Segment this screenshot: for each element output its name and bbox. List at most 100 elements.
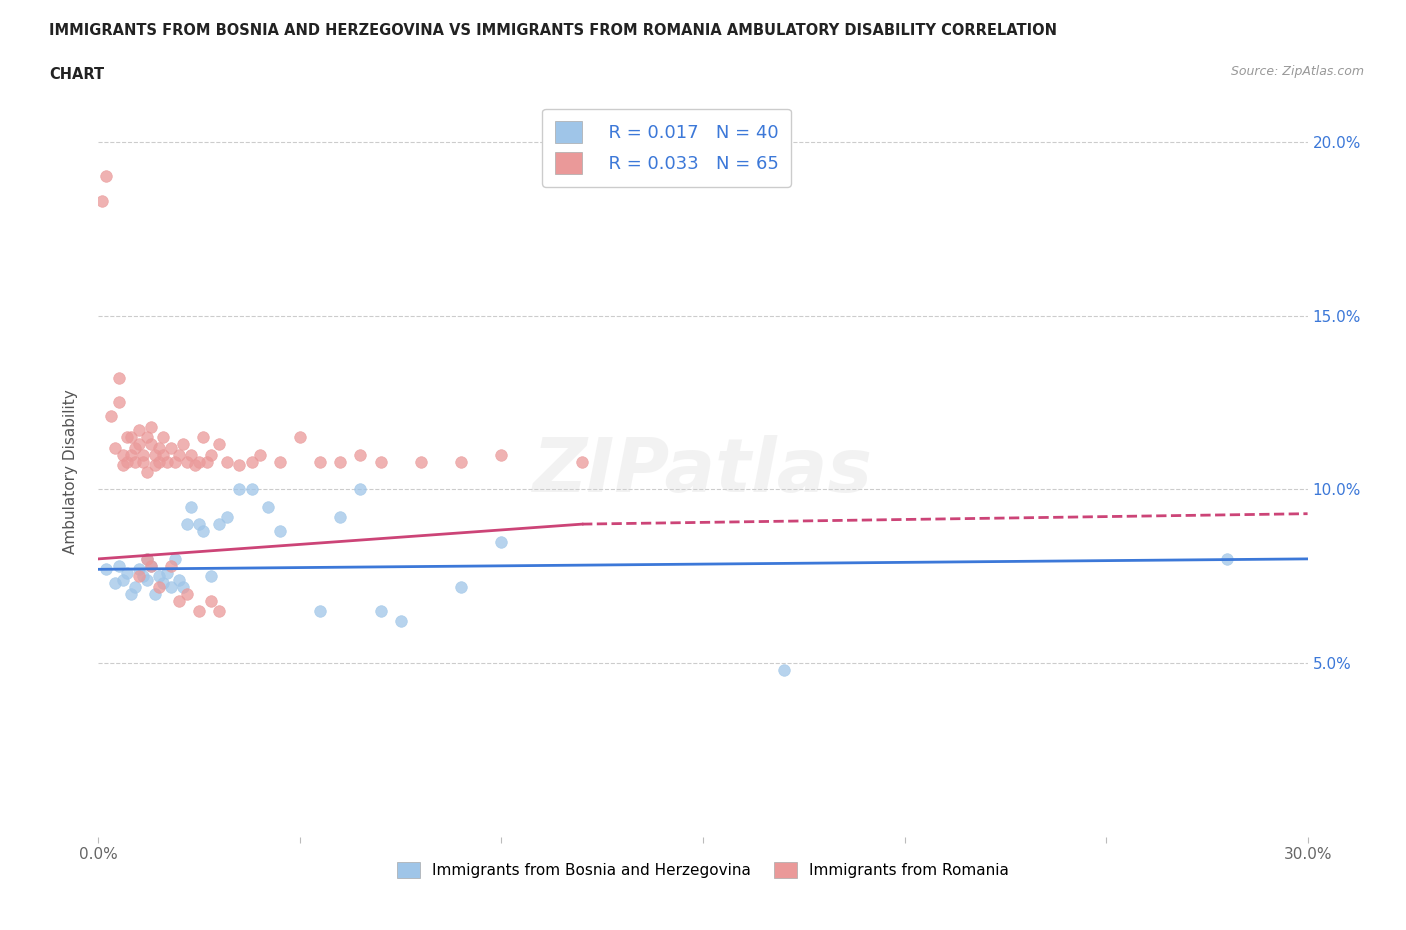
Point: [200, 447, 222, 462]
Point: [139, 558, 162, 573]
Point: [135, 465, 157, 480]
Point: [128, 437, 150, 452]
Point: [249, 447, 271, 462]
Point: [120, 447, 142, 462]
Point: [156, 454, 179, 469]
Point: [176, 586, 198, 601]
Point: [107, 558, 129, 573]
Point: [148, 569, 170, 584]
Point: [143, 458, 166, 472]
Point: [135, 572, 157, 587]
Point: [115, 430, 138, 445]
Point: [128, 423, 150, 438]
Point: [176, 454, 198, 469]
Point: [167, 593, 190, 608]
Point: [111, 572, 134, 587]
Point: [115, 454, 138, 469]
Point: [148, 440, 170, 455]
Point: [111, 447, 134, 462]
Text: ZIPatlas: ZIPatlas: [533, 435, 873, 509]
Point: [148, 579, 170, 594]
Point: [409, 454, 432, 469]
Point: [143, 447, 166, 462]
Point: [120, 586, 142, 601]
Point: [200, 593, 222, 608]
Point: [329, 454, 352, 469]
Point: [1216, 551, 1239, 566]
Point: [193, 524, 215, 538]
Point: [160, 440, 183, 455]
Point: [309, 454, 332, 469]
Point: [139, 558, 162, 573]
Point: [160, 579, 183, 594]
Point: [111, 458, 134, 472]
Point: [184, 458, 207, 472]
Point: [139, 419, 162, 434]
Point: [228, 458, 250, 472]
Point: [167, 572, 190, 587]
Point: [240, 454, 263, 469]
Point: [135, 430, 157, 445]
Point: [571, 454, 593, 469]
Point: [163, 454, 186, 469]
Point: [329, 510, 352, 525]
Point: [195, 454, 218, 469]
Point: [152, 576, 174, 591]
Point: [389, 614, 412, 629]
Point: [115, 565, 138, 580]
Point: [772, 663, 794, 678]
Point: [167, 447, 190, 462]
Point: [188, 454, 211, 469]
Point: [132, 569, 155, 584]
Point: [120, 430, 142, 445]
Point: [208, 517, 231, 532]
Point: [128, 562, 150, 577]
Point: [132, 447, 155, 462]
Point: [208, 437, 231, 452]
Point: [269, 524, 291, 538]
Point: [91, 193, 114, 208]
Point: [135, 551, 157, 566]
Point: [96, 169, 118, 184]
Point: [148, 454, 170, 469]
Point: [143, 586, 166, 601]
Point: [124, 440, 146, 455]
Point: [450, 454, 472, 469]
Point: [269, 454, 291, 469]
Point: [152, 430, 174, 445]
Point: [217, 454, 239, 469]
Point: [491, 447, 513, 462]
Point: [256, 499, 278, 514]
Point: [107, 395, 129, 410]
Point: [288, 430, 311, 445]
Point: [180, 447, 202, 462]
Point: [309, 604, 332, 618]
Point: [370, 604, 392, 618]
Text: CHART: CHART: [49, 67, 104, 82]
Point: [176, 517, 198, 532]
Point: [124, 454, 146, 469]
Point: [228, 482, 250, 497]
Legend: Immigrants from Bosnia and Herzegovina, Immigrants from Romania: Immigrants from Bosnia and Herzegovina, …: [391, 856, 1015, 884]
Text: IMMIGRANTS FROM BOSNIA AND HERZEGOVINA VS IMMIGRANTS FROM ROMANIA AMBULATORY DIS: IMMIGRANTS FROM BOSNIA AND HERZEGOVINA V…: [49, 23, 1057, 38]
Point: [180, 499, 202, 514]
Y-axis label: Ambulatory Disability: Ambulatory Disability: [63, 390, 77, 554]
Point: [349, 482, 371, 497]
Point: [188, 604, 211, 618]
Point: [100, 409, 122, 424]
Text: Source: ZipAtlas.com: Source: ZipAtlas.com: [1230, 65, 1364, 78]
Point: [152, 447, 174, 462]
Point: [163, 551, 186, 566]
Point: [217, 510, 239, 525]
Point: [103, 576, 125, 591]
Point: [160, 558, 183, 573]
Point: [132, 454, 155, 469]
Point: [188, 517, 211, 532]
Point: [450, 579, 472, 594]
Point: [193, 430, 215, 445]
Point: [107, 371, 129, 386]
Point: [208, 604, 231, 618]
Point: [349, 447, 371, 462]
Point: [103, 440, 125, 455]
Point: [128, 569, 150, 584]
